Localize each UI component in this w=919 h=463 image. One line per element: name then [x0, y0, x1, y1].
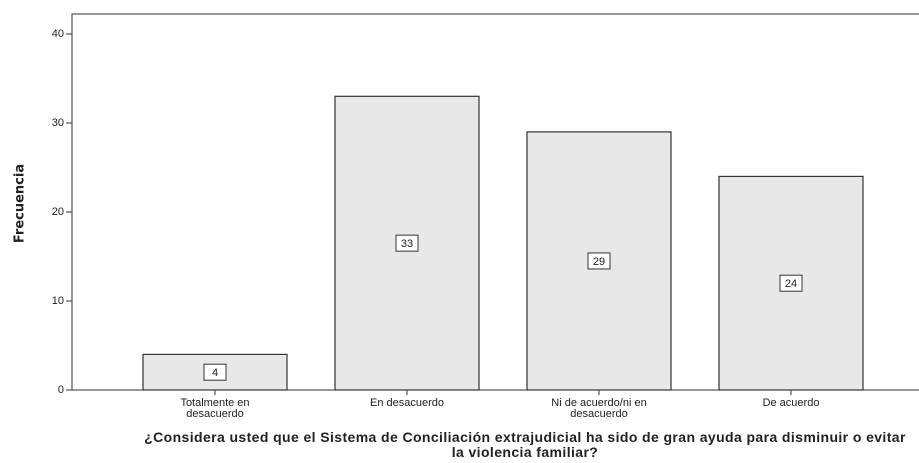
y-tick-label: 10 — [52, 295, 64, 307]
x-axis-label: ¿Considera usted que el Sistema de Conci… — [144, 429, 906, 460]
x-tick-label: En desacuerdo — [370, 397, 444, 409]
value-label: 33 — [401, 238, 413, 250]
y-tick-label: 0 — [58, 384, 64, 396]
value-label: 24 — [785, 278, 797, 290]
x-tick-label: Totalmente en desacuerdo — [180, 397, 250, 420]
value-label-box — [203, 363, 227, 381]
y-tick-label: 30 — [52, 117, 64, 129]
value-label-box — [587, 252, 611, 270]
y-axis-label: Frecuencia — [12, 163, 28, 244]
value-label-box — [395, 234, 419, 252]
value-label: 29 — [593, 256, 605, 268]
y-tick-label: 20 — [52, 206, 64, 218]
value-label: 4 — [212, 367, 218, 379]
plot-frame — [71, 13, 919, 391]
x-tick-label: De acuerdo — [762, 397, 820, 409]
value-label-box — [779, 274, 803, 292]
x-tick-label: Ni de acuerdo/ni en desacuerdo — [551, 397, 647, 420]
y-tick-label: 40 — [52, 28, 64, 40]
